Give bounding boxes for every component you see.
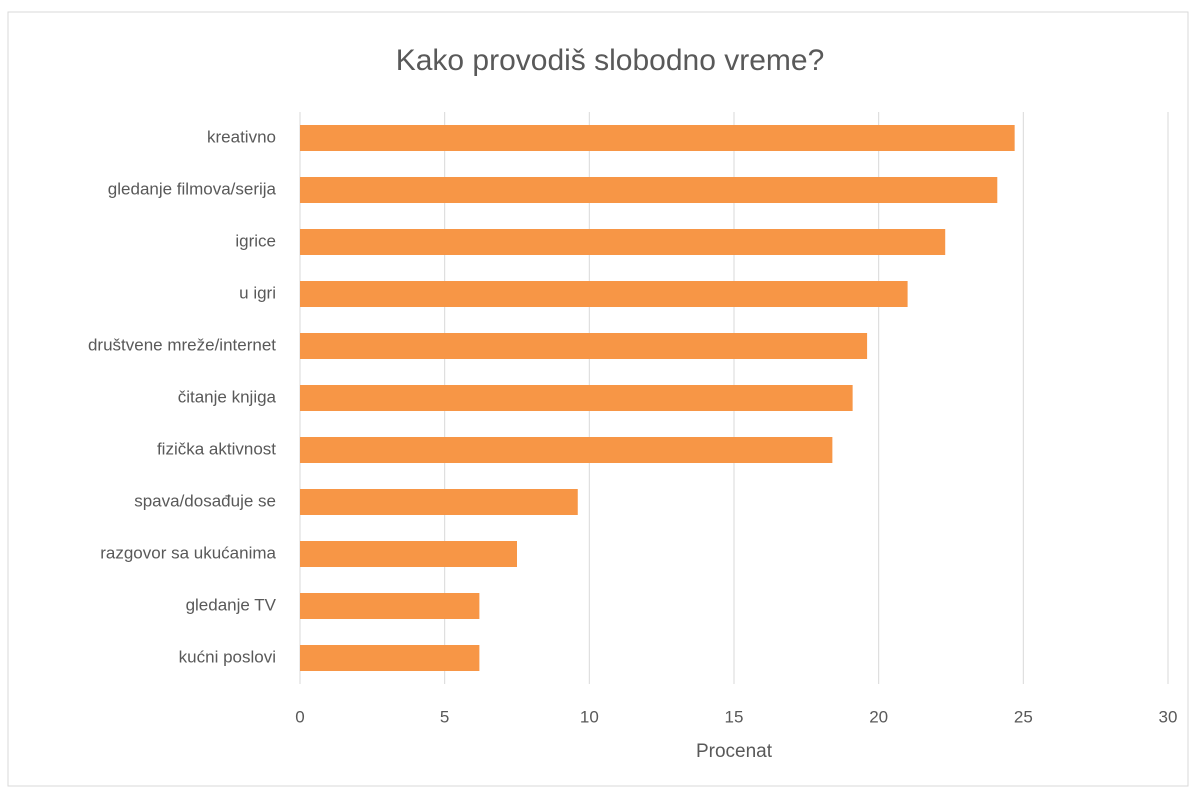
x-tick-label: 30 xyxy=(1159,707,1178,726)
y-tick-label: kućni poslovi xyxy=(179,647,276,666)
y-tick-label: fizička aktivnost xyxy=(157,439,276,458)
bar xyxy=(300,593,480,619)
y-tick-label: kreativno xyxy=(207,127,276,146)
y-tick-label: čitanje knjiga xyxy=(178,387,277,406)
x-tick-label: 15 xyxy=(725,707,744,726)
chart-title: Kako provodiš slobodno vreme? xyxy=(396,44,825,77)
x-tick-label: 5 xyxy=(440,707,449,726)
bar xyxy=(300,333,868,359)
bar xyxy=(300,645,480,671)
y-tick-label: društvene mreže/internet xyxy=(88,335,276,354)
bar xyxy=(300,229,946,255)
bar xyxy=(300,385,853,411)
y-tick-label: gledanje TV xyxy=(186,595,277,614)
bar xyxy=(300,177,998,203)
x-tick-label: 25 xyxy=(1014,707,1033,726)
y-tick-label: spava/dosađuje se xyxy=(134,491,276,510)
bar xyxy=(300,541,517,567)
bar xyxy=(300,281,908,307)
x-tick-label: 10 xyxy=(580,707,599,726)
y-tick-label: gledanje filmova/serija xyxy=(108,179,277,198)
x-axis-label: Procenat xyxy=(696,741,773,762)
x-tick-label: 0 xyxy=(295,707,304,726)
bar xyxy=(300,125,1015,151)
bar xyxy=(300,437,833,463)
y-tick-label: razgovor sa ukućanima xyxy=(100,543,276,562)
x-tick-label: 20 xyxy=(869,707,888,726)
y-tick-label: u igri xyxy=(239,283,276,302)
y-tick-label: igrice xyxy=(235,231,276,250)
bar xyxy=(300,489,578,515)
